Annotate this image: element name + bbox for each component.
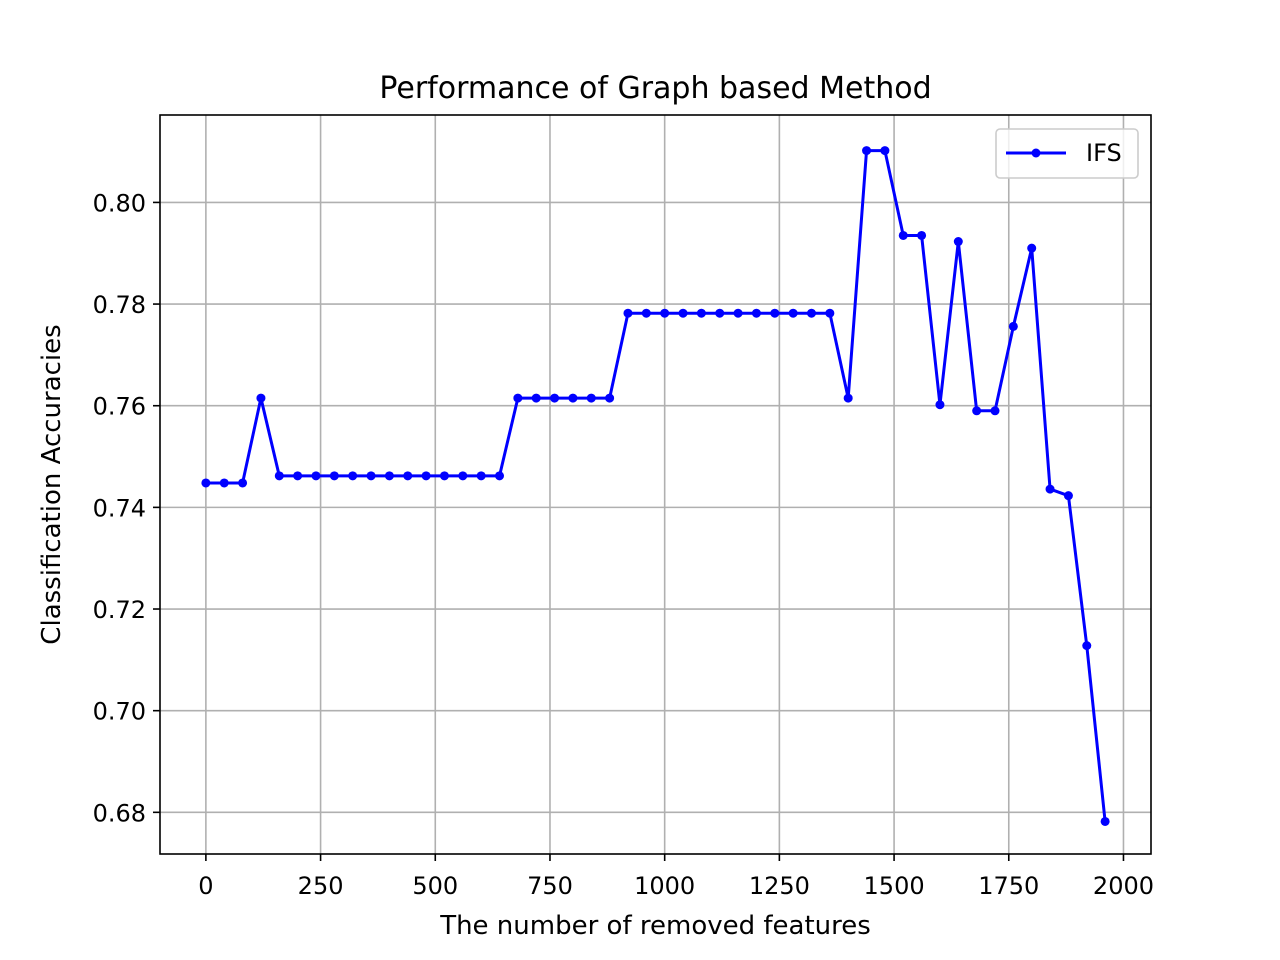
data-point [678,308,688,318]
data-point [972,406,982,416]
data-point [696,308,706,318]
data-point [623,308,633,318]
data-point [366,471,376,481]
y-axis-label: Classification Accuracies [37,324,67,644]
data-point [917,230,927,240]
data-point [862,146,872,156]
data-point [843,393,853,403]
data-point [421,471,431,481]
data-point [880,146,890,156]
data-point [641,308,651,318]
data-point [1082,641,1092,651]
data-point [311,471,321,481]
y-tick-label: 0.76 [93,393,146,421]
legend-label-ifs: IFS [1086,139,1122,167]
data-point [751,308,761,318]
plot-frame [159,114,1152,855]
data-point [458,471,468,481]
data-point [568,393,578,403]
x-tick-label: 1750 [978,872,1039,900]
data-point [1027,243,1037,253]
x-tick-label: 1000 [634,872,695,900]
series-layer [201,146,1110,826]
data-point [329,471,339,481]
data-point [274,471,284,481]
data-point [550,393,560,403]
data-point [293,471,303,481]
y-tick-label: 0.72 [93,596,146,624]
data-point [219,478,229,488]
data-point [1100,816,1110,826]
data-point [439,471,449,481]
data-point [605,393,615,403]
data-point [513,393,523,403]
legend: IFS [995,128,1139,179]
data-point [348,471,358,481]
data-point [1045,484,1055,494]
data-point [1063,491,1073,501]
data-point [201,478,211,488]
x-axis-label: The number of removed features [439,911,871,941]
data-point [403,471,413,481]
x-tick-label: 750 [527,872,573,900]
data-point [256,393,266,403]
x-tick-label: 250 [298,872,344,900]
y-tick-label: 0.70 [93,698,146,726]
data-point [953,237,963,247]
x-tick-label: 1250 [749,872,810,900]
data-point [1008,321,1018,331]
y-tick-label: 0.68 [93,799,146,827]
legend-box [995,128,1139,179]
data-point [384,471,394,481]
data-point [825,308,835,318]
y-tick-label: 0.78 [93,291,146,319]
data-point [238,478,248,488]
data-point [531,393,541,403]
x-tick-label: 500 [412,872,458,900]
x-tick-label: 2000 [1093,872,1154,900]
data-point [715,308,725,318]
data-point [586,393,596,403]
y-tick-label: 0.74 [93,494,146,522]
ticks: 0 250 500 750 1000 1250 1500 1750 2000 0.68 0.70 0.… [93,189,1154,900]
x-tick-label: 0 [198,872,213,900]
data-point [733,308,743,318]
data-point [990,406,1000,416]
y-tick-label: 0.80 [93,189,146,217]
data-point [898,230,908,240]
chart-title: Performance of Graph based Method [379,71,931,106]
data-point [770,308,780,318]
x-tick-label: 1500 [864,872,925,900]
data-point [495,471,505,481]
data-point [935,400,945,410]
data-point [660,308,670,318]
grid [160,115,1151,854]
legend-marker-ifs [1031,148,1041,158]
data-point [476,471,486,481]
data-point [806,308,816,318]
data-point [788,308,798,318]
